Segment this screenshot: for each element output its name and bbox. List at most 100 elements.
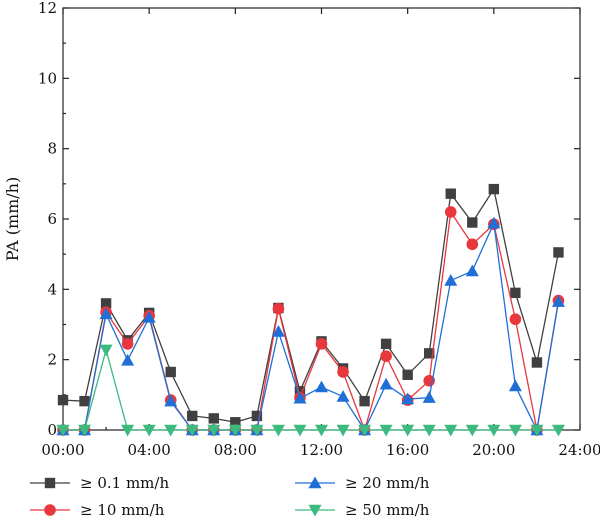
data-point	[121, 353, 135, 366]
plot-frame	[62, 7, 581, 431]
data-point	[551, 295, 565, 307]
data-point	[424, 348, 435, 359]
data-point	[315, 424, 328, 437]
y-tick-label: 10	[38, 69, 57, 87]
data-point	[100, 298, 112, 309]
series-3	[56, 344, 565, 437]
data-point	[444, 274, 458, 286]
data-point	[465, 424, 479, 437]
data-point	[293, 424, 307, 437]
x-tick-label: 20:00	[472, 441, 515, 459]
data-point	[187, 410, 198, 422]
data-point	[337, 366, 349, 378]
y-axis-title: PA (mm/h)	[3, 177, 22, 261]
data-point	[164, 394, 178, 407]
legend-item: ≥ 0.1 mm/h	[30, 474, 169, 492]
data-point	[336, 424, 350, 437]
series-line	[63, 220, 560, 433]
data-point	[99, 344, 113, 357]
x-tick-label: 08:00	[214, 441, 257, 459]
data-point	[272, 302, 285, 315]
data-point	[488, 183, 500, 195]
x-tick-label: 24:00	[558, 441, 600, 459]
y-tick-label: 0	[47, 421, 57, 439]
data-point	[553, 247, 564, 258]
data-point	[379, 377, 393, 390]
data-point	[380, 338, 392, 350]
data-point	[510, 287, 521, 299]
data-point	[142, 310, 156, 323]
data-point	[164, 424, 178, 437]
y-tick-label: 12	[38, 0, 57, 17]
legend-label: ≥ 10 mm/h	[80, 501, 165, 519]
series-2	[56, 216, 565, 436]
legend-item: ≥ 10 mm/h	[30, 501, 165, 519]
data-point	[508, 424, 522, 437]
data-point	[530, 424, 544, 437]
y-tick-label: 2	[47, 351, 57, 369]
data-point	[79, 395, 90, 407]
data-point	[336, 390, 350, 402]
series-layer	[56, 183, 565, 437]
legend-label: ≥ 0.1 mm/h	[80, 474, 169, 492]
data-point	[56, 424, 70, 437]
data-point	[207, 424, 221, 437]
data-point	[57, 394, 69, 406]
legend-marker	[308, 476, 322, 489]
legend-label: ≥ 20 mm/h	[345, 474, 430, 492]
data-point	[531, 357, 543, 368]
axes-layer: 0 2 4 6 8 10 12 00:00 04:00 08:00 12:00 16:00 20:00 2…	[3, 0, 600, 459]
x-tick-label: 12:00	[300, 441, 343, 459]
legend-marker	[44, 477, 56, 489]
data-point	[508, 379, 522, 392]
data-point	[294, 386, 306, 397]
data-point	[401, 424, 415, 437]
data-point	[251, 410, 263, 422]
series-line	[63, 347, 559, 431]
data-point	[445, 188, 456, 199]
y-tick-label: 6	[47, 210, 57, 228]
x-tick-label: 16:00	[386, 441, 429, 459]
data-point	[467, 217, 478, 228]
data-point	[271, 325, 285, 337]
data-point	[379, 424, 393, 437]
series-line	[62, 187, 560, 423]
series-1	[57, 206, 565, 436]
data-point	[380, 350, 392, 362]
data-point	[230, 417, 241, 428]
data-point	[444, 206, 457, 218]
data-point	[359, 395, 370, 407]
data-point	[402, 369, 413, 380]
data-point	[228, 424, 242, 437]
data-point	[444, 424, 458, 437]
data-point	[271, 424, 285, 437]
data-point	[465, 264, 479, 277]
data-point	[315, 380, 328, 393]
y-tick-label: 8	[47, 140, 57, 158]
data-point	[165, 366, 176, 378]
legend-marker	[44, 504, 56, 516]
data-point	[487, 424, 501, 437]
data-point	[509, 313, 522, 326]
data-point	[401, 392, 415, 405]
legend-item: ≥ 50 mm/h	[295, 501, 430, 519]
legend-label: ≥ 50 mm/h	[345, 501, 430, 519]
data-point	[358, 424, 372, 437]
data-point	[487, 216, 501, 229]
data-point	[99, 307, 113, 320]
data-point	[422, 424, 436, 437]
data-point	[293, 391, 307, 404]
y-tick-label: 4	[47, 280, 57, 298]
data-point	[121, 338, 134, 350]
data-point	[185, 424, 199, 437]
data-point	[551, 424, 565, 437]
data-point	[121, 424, 135, 437]
x-tick-label: 00:00	[41, 441, 84, 459]
data-point	[422, 391, 436, 403]
data-point	[142, 424, 156, 437]
data-point	[466, 238, 479, 251]
data-point	[208, 413, 219, 424]
data-point	[78, 424, 92, 437]
